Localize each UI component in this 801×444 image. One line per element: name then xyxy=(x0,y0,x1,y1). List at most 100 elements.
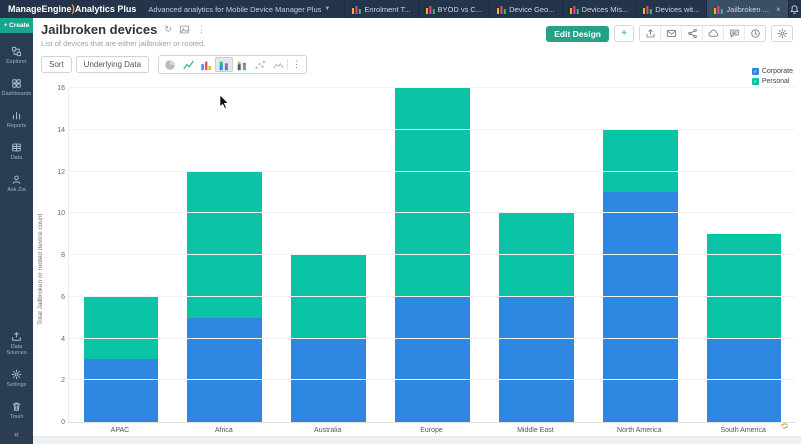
x-axis-label-africa: Africa xyxy=(214,427,233,434)
publish-button[interactable] xyxy=(702,26,723,41)
bar-segment-corporate[interactable] xyxy=(187,317,263,422)
gridline xyxy=(69,254,796,255)
underlying-data-button[interactable]: Underlying Data xyxy=(75,56,150,73)
explorer-icon xyxy=(11,46,22,57)
y-tick-label: 8 xyxy=(61,252,65,259)
bar-segment-personal[interactable] xyxy=(602,129,678,193)
scatter-button[interactable] xyxy=(251,57,269,72)
title-icons: ↻ ⋮ xyxy=(164,24,206,35)
settings-icon xyxy=(777,28,788,39)
bar-segment-personal[interactable] xyxy=(83,296,159,360)
sidebar-item-reports[interactable]: Reports xyxy=(0,110,33,129)
bar-segment-personal[interactable] xyxy=(706,234,782,339)
bar-south-america[interactable] xyxy=(706,234,782,422)
mini-chart-icon xyxy=(497,5,506,14)
bar-group-apac xyxy=(69,88,173,422)
bar-chart-button[interactable] xyxy=(197,57,215,72)
tab-byod-vs-c[interactable]: BYOD vs C... xyxy=(417,0,490,18)
bar-segment-corporate[interactable] xyxy=(395,296,470,422)
refresh-icon[interactable]: ↻ xyxy=(164,24,172,34)
sidebar-item-data[interactable]: Data xyxy=(0,142,33,161)
bar-australia[interactable] xyxy=(291,255,367,422)
image-icon[interactable] xyxy=(179,24,190,35)
chart-toolbar: Sort Underlying Data ⋮ xyxy=(41,55,308,74)
y-tick-label: 6 xyxy=(61,293,65,301)
bar-segment-personal[interactable] xyxy=(187,171,263,318)
create-button[interactable]: + Create xyxy=(0,18,33,33)
bar-segment-personal[interactable] xyxy=(395,88,470,297)
bar-africa[interactable] xyxy=(187,171,263,422)
page-title: Jailbroken devices xyxy=(41,22,158,37)
bar-segment-personal[interactable] xyxy=(498,213,574,297)
tab-close-icon[interactable]: × xyxy=(775,4,781,14)
report-header: Jailbroken devices ↻ ⋮ List of devices th… xyxy=(41,22,206,48)
stacked-colored-button[interactable] xyxy=(233,57,251,72)
sidebar-item-explorer[interactable]: Explorer xyxy=(0,46,33,65)
sparkline-button[interactable] xyxy=(269,57,287,72)
bar-segment-corporate[interactable] xyxy=(498,296,574,422)
add-button[interactable]: + xyxy=(614,25,634,42)
export-button[interactable] xyxy=(640,26,660,41)
bar-segment-corporate[interactable] xyxy=(602,192,678,422)
sidebar-item-ask-zia[interactable]: Ask Zia xyxy=(0,174,33,193)
action-button-group xyxy=(639,25,766,42)
y-tick-label: 12 xyxy=(57,168,65,176)
reports-icon xyxy=(11,110,22,121)
gridline xyxy=(69,87,796,88)
mini-chart-icon xyxy=(714,5,724,14)
plot-area: 0 2 4 6 8 10 12 14 16 xyxy=(57,85,796,426)
chart-type-group: ⋮ xyxy=(158,55,308,74)
tab-label: BYOD vs C... xyxy=(437,4,483,14)
bar-europe[interactable] xyxy=(395,88,470,422)
sidebar-item-dashboards[interactable]: Dashboards xyxy=(0,78,33,97)
legend-item-corporate[interactable]: ✓ Corporate xyxy=(751,68,793,75)
sidebar-nav: Explorer Dashboards Reports Data Ask Zia xyxy=(0,33,33,193)
edit-design-button[interactable]: Edit Design xyxy=(546,25,609,42)
bar-segment-corporate[interactable] xyxy=(291,338,367,422)
collapse-sidebar-icon[interactable]: « xyxy=(13,429,19,439)
bar-apac[interactable] xyxy=(83,296,159,422)
chart-type-more-button[interactable]: ⋮ xyxy=(287,59,304,70)
tab-enrolment-t[interactable]: Enrolment T... xyxy=(344,0,417,18)
y-tick-label: 14 xyxy=(57,126,65,134)
tab-jailbroken[interactable]: Jailbroken ... × xyxy=(706,0,789,18)
topbar-icon-slot: ? xyxy=(789,3,801,15)
pie-chart-icon xyxy=(164,59,176,71)
chevron-down-icon: ▼ xyxy=(324,6,331,12)
line-chart-icon xyxy=(182,59,195,71)
history-button[interactable] xyxy=(744,26,765,41)
legend-checkbox[interactable]: ✓ xyxy=(751,68,759,75)
sidebar-item-settings[interactable]: Settings xyxy=(0,369,33,388)
workspace-dropdown[interactable]: Advanced analytics for Mobile Device Man… xyxy=(148,5,330,14)
bar-segment-corporate[interactable] xyxy=(83,359,159,422)
tab-label: Enrolment T... xyxy=(364,4,411,14)
tab-device-geo[interactable]: Device Geo... xyxy=(489,0,561,18)
workspace-label: Advanced analytics for Mobile Device Man… xyxy=(148,4,322,14)
legend-label: Personal xyxy=(761,78,790,85)
bar-middle-east[interactable] xyxy=(498,213,574,422)
bar-segment-corporate[interactable] xyxy=(706,338,782,422)
sort-button[interactable]: Sort xyxy=(41,56,72,73)
pie-chart-button[interactable] xyxy=(161,57,179,72)
kebab-icon[interactable]: ⋮ xyxy=(196,24,206,34)
line-chart-button[interactable] xyxy=(179,57,197,72)
settings-button[interactable] xyxy=(771,25,793,42)
legend-checkbox[interactable]: ✓ xyxy=(751,78,759,85)
email-button[interactable] xyxy=(660,26,681,41)
tab-devices-mis[interactable]: Devices Mis... xyxy=(561,0,636,18)
gridline xyxy=(69,295,796,297)
sidebar-bottom-items: Data Sources Settings Trash xyxy=(0,318,33,420)
comment-button[interactable] xyxy=(723,26,744,41)
logo-manageengine: ManageEngine xyxy=(8,3,72,14)
sidebar-item-data-sources[interactable]: Data Sources xyxy=(0,331,33,356)
bell-icon[interactable] xyxy=(789,4,800,15)
sidebar-item-trash[interactable]: Trash xyxy=(0,401,33,420)
stacked-bar-button[interactable] xyxy=(215,57,234,72)
legend-item-personal[interactable]: ✓ Personal xyxy=(751,78,793,85)
bar-segment-personal[interactable] xyxy=(291,255,367,339)
tab-devices-wit[interactable]: Devices wit... xyxy=(635,0,706,18)
bar-north-america[interactable] xyxy=(602,129,678,422)
share-button[interactable] xyxy=(681,26,702,41)
gridline xyxy=(69,379,796,381)
